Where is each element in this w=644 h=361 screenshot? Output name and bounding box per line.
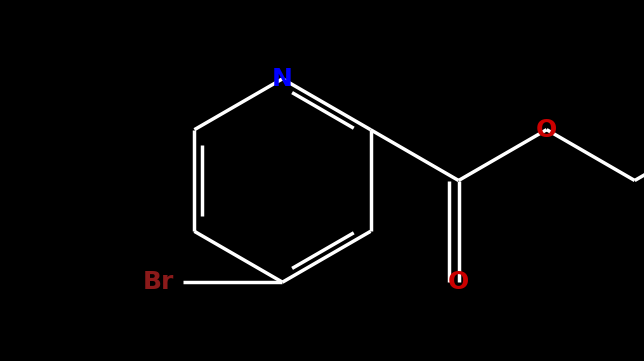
Text: O: O	[536, 118, 557, 142]
Text: O: O	[448, 270, 469, 294]
Text: Br: Br	[142, 270, 174, 294]
Text: N: N	[272, 67, 293, 91]
